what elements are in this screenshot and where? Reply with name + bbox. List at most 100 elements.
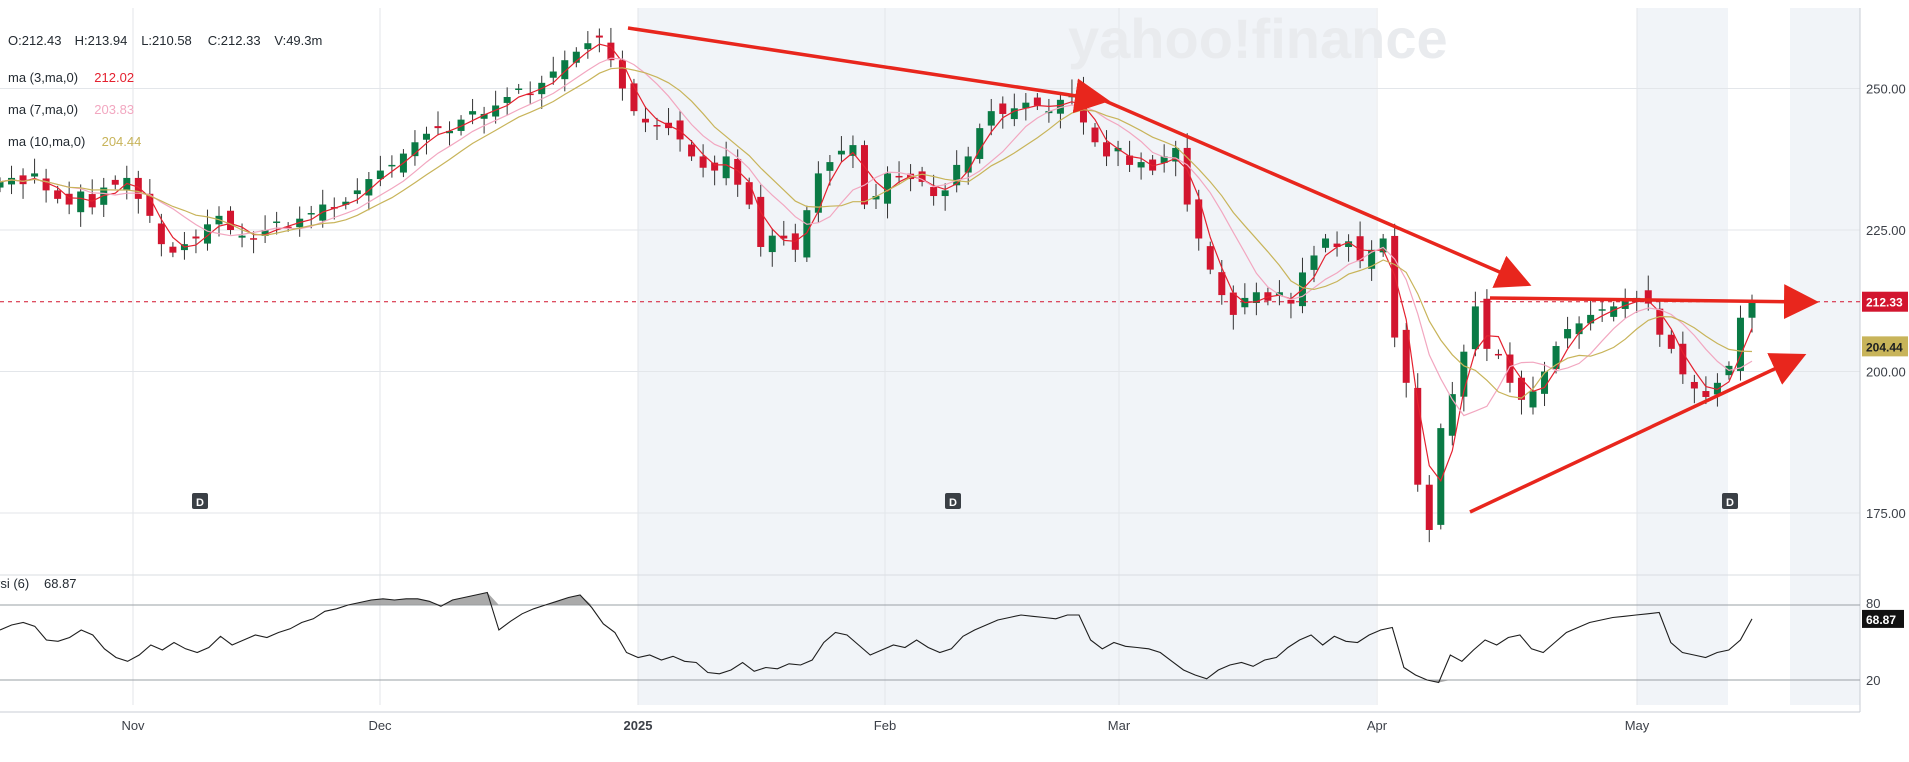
candle-body [250, 238, 258, 240]
candle-body [953, 164, 961, 186]
candle-body [446, 130, 454, 134]
candle-body [1564, 329, 1572, 339]
candle-body [1552, 346, 1560, 369]
annotation-arrow-2 [1489, 284, 1819, 320]
candle-body [1356, 236, 1364, 262]
legend-open: O:212.43 [8, 33, 62, 48]
candle-body [526, 93, 534, 96]
current-price-badge [1862, 291, 1908, 312]
candle-body [1056, 99, 1064, 114]
candle-body [1126, 155, 1134, 165]
legend-ma-label-2: ma (10,ma,0) [8, 134, 85, 149]
candle-body [238, 235, 246, 238]
candle-body [1310, 255, 1318, 270]
candle-body [1345, 241, 1353, 247]
d-marker-badge-2[interactable] [1722, 493, 1738, 509]
candle-body [77, 191, 85, 213]
candle-body [688, 144, 696, 157]
legend-ma-label-1: ma (7,ma,0) [8, 102, 78, 117]
x-axis-label-2: 2025 [624, 718, 653, 733]
candle-body [376, 170, 384, 180]
candle-body [641, 118, 649, 123]
legend-rsi-label: rsi (6) [0, 576, 29, 591]
candle-body [1529, 391, 1537, 408]
candle-body [595, 35, 603, 38]
candle-body [1702, 391, 1710, 397]
candle-body [1437, 428, 1445, 525]
candle-body [1471, 306, 1479, 350]
candle-body [157, 223, 165, 245]
candle-body [515, 88, 523, 90]
legend-close: C:212.33 [208, 33, 261, 48]
candle-body [480, 113, 488, 119]
candle-body [1368, 249, 1376, 269]
candle-body [1033, 97, 1041, 106]
candle-body [1587, 314, 1595, 324]
x-axis-label-6: May [1625, 718, 1650, 733]
candle-body [1598, 309, 1606, 311]
candle-body [895, 175, 903, 178]
legend-ma-value-0: 212.02 [94, 70, 134, 85]
candle-body [572, 51, 580, 63]
candle-body [342, 201, 350, 205]
candle-body [19, 175, 27, 185]
candle-body [1736, 317, 1744, 371]
candle-body [503, 96, 511, 103]
candle-body [734, 158, 742, 185]
candle-body [146, 193, 154, 216]
candle-body [1114, 147, 1122, 152]
ma-price-badge-text: 204.44 [1866, 340, 1903, 354]
candle-body [630, 83, 638, 112]
candle-body [745, 182, 753, 205]
candle-body [1448, 394, 1456, 436]
candle-body [434, 126, 442, 129]
candle-body [941, 190, 949, 197]
candle-body [699, 156, 707, 168]
candle-body [65, 193, 73, 205]
candle-body [722, 156, 730, 179]
candle-body [1402, 329, 1410, 383]
candle-body [1229, 292, 1237, 315]
d-marker-badge-1[interactable] [945, 493, 961, 509]
x-axis-label-0: Nov [121, 718, 145, 733]
candle-body [353, 190, 361, 195]
candle-body [1414, 387, 1422, 485]
candle-body [1379, 238, 1387, 253]
candle-body [1172, 147, 1180, 162]
candle-body [549, 71, 557, 78]
candle-body [1460, 351, 1468, 397]
shade-band-0 [638, 8, 1376, 705]
candle-body [1160, 156, 1168, 163]
x-axis-label-3: Feb [874, 718, 896, 733]
rsi-axis-20: 20 [1866, 673, 1880, 688]
candle-body [930, 186, 938, 197]
candle-body [1391, 235, 1399, 338]
candle-body [1541, 371, 1549, 394]
candle-body [999, 103, 1007, 114]
candle-body [422, 133, 430, 140]
candle-body [134, 177, 142, 199]
candle-body [964, 156, 972, 173]
candle-body [860, 145, 868, 205]
rsi-value-badge [1862, 609, 1904, 628]
candle-body [607, 42, 615, 61]
candle-body [711, 162, 719, 171]
candle-body [884, 173, 892, 204]
candle-body [1667, 334, 1675, 349]
candle-body [203, 224, 211, 244]
candle-body [388, 164, 396, 167]
legend-ma-value-2: 204.44 [102, 134, 142, 149]
price-axis-label-3: 175.00 [1866, 506, 1906, 521]
legend-ma-value-1: 203.83 [94, 102, 134, 117]
candle-body [1506, 354, 1514, 383]
candle-body [54, 190, 62, 199]
rsi-value-badge-text: 68.87 [1866, 613, 1896, 627]
rsi-axis-80: 80 [1866, 596, 1880, 611]
annotation-arrow-3 [1469, 353, 1807, 514]
d-marker-badge-0[interactable] [192, 493, 208, 509]
candle-body [676, 120, 684, 140]
candle-body [469, 111, 477, 115]
candle-body [0, 181, 4, 188]
